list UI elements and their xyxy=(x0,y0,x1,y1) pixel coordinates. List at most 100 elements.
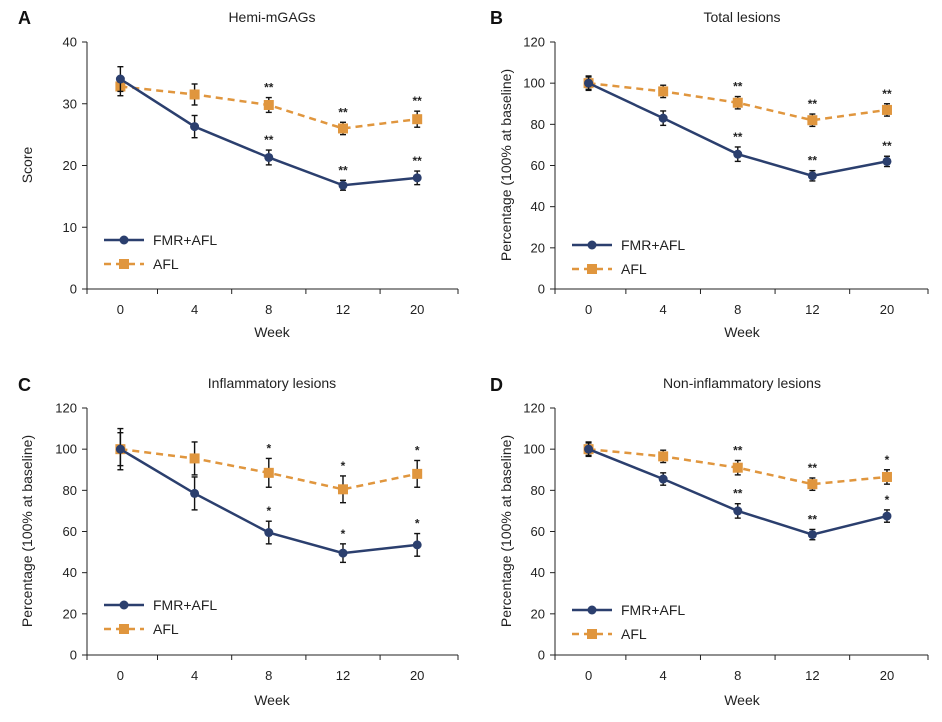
significance-label: ** xyxy=(882,87,892,101)
data-point-fmr xyxy=(190,488,200,498)
chart-title: Hemi-mGAGs xyxy=(228,9,315,25)
x-tick-label: 20 xyxy=(880,302,894,317)
legend-marker xyxy=(119,600,129,610)
significance-label: * xyxy=(415,443,420,457)
y-axis-label: Percentage (100% at baseline) xyxy=(498,435,514,627)
panel-b: B Total lesions 0 20 40 60 80 100 120 0 4 8 12 20 Week… xyxy=(490,8,929,340)
significance-label: * xyxy=(415,517,420,531)
y-tick-label: 120 xyxy=(523,401,545,416)
legend-item-fmr: FMR+AFL xyxy=(572,237,685,253)
data-point-fmr xyxy=(190,122,200,132)
legend-marker xyxy=(587,240,597,250)
data-point-afl xyxy=(658,451,669,462)
data-point-fmr xyxy=(807,171,817,181)
data-point-fmr xyxy=(338,548,348,558)
significance-label: * xyxy=(266,441,271,455)
data-point-fmr xyxy=(264,528,274,538)
x-axis-label: Week xyxy=(254,324,291,340)
panel-letter: C xyxy=(18,375,31,395)
legend-item-fmr: FMR+AFL xyxy=(572,602,685,618)
x-tick-label: 0 xyxy=(585,302,592,317)
panel-letter: D xyxy=(490,375,503,395)
significance-label: ** xyxy=(264,133,274,147)
data-point-fmr xyxy=(882,511,892,521)
y-axis-label: Percentage (100% at baseline) xyxy=(498,69,514,261)
y-tick-label: 40 xyxy=(531,199,545,214)
chart-title: Non-inflammatory lesions xyxy=(663,375,821,391)
legend-item-afl: AFL xyxy=(572,261,647,277)
panel-letter: B xyxy=(490,8,503,28)
x-tick-label: 20 xyxy=(880,668,894,683)
y-tick-label: 20 xyxy=(531,240,545,255)
x-tick-label: 12 xyxy=(805,668,819,683)
data-point-fmr xyxy=(412,540,422,550)
data-point-afl xyxy=(189,453,200,464)
x-tick-label: 12 xyxy=(336,302,350,317)
x-axis-label: Week xyxy=(254,692,291,708)
data-point-fmr xyxy=(115,444,125,454)
x-tick-label: 12 xyxy=(336,668,350,683)
data-point-fmr xyxy=(412,173,422,183)
data-point-fmr xyxy=(658,113,668,123)
legend-marker xyxy=(587,264,597,274)
series-fmr: ***** xyxy=(584,441,892,541)
legend-item-afl: AFL xyxy=(572,626,647,642)
legend-label: FMR+AFL xyxy=(153,597,217,613)
y-tick-label: 80 xyxy=(531,483,545,498)
y-tick-label: 60 xyxy=(531,158,545,173)
data-point-afl xyxy=(337,123,348,134)
x-tick-label: 4 xyxy=(660,668,667,683)
y-tick-label: 20 xyxy=(531,606,545,621)
legend-marker xyxy=(587,629,597,639)
legend-label: FMR+AFL xyxy=(153,232,217,248)
series-fmr: ** ** ** xyxy=(584,75,892,182)
series-afl: ** ** ** xyxy=(115,76,423,136)
data-point-afl xyxy=(412,468,423,479)
data-point-afl xyxy=(881,104,892,115)
legend-label: AFL xyxy=(153,256,179,272)
significance-label: ** xyxy=(882,139,892,153)
legend-label: FMR+AFL xyxy=(621,602,685,618)
legend-label: AFL xyxy=(621,626,647,642)
significance-label: ** xyxy=(733,487,743,501)
data-point-fmr xyxy=(338,180,348,190)
y-tick-label: 0 xyxy=(538,648,545,663)
data-point-afl xyxy=(189,89,200,100)
y-tick-label: 40 xyxy=(63,35,77,50)
significance-label: ** xyxy=(808,97,818,111)
y-tick-label: 20 xyxy=(63,158,77,173)
series-fmr: ** ** ** xyxy=(115,65,423,191)
series-afl: * * * xyxy=(115,432,423,504)
significance-label: ** xyxy=(413,154,423,168)
x-tick-label: 4 xyxy=(191,302,198,317)
data-point-fmr xyxy=(658,474,668,484)
panel-d: D Non-inflammatory lesions020406080100120… xyxy=(490,375,929,708)
significance-label: ** xyxy=(808,512,818,526)
y-tick-label: 100 xyxy=(55,442,77,457)
panel-letter: A xyxy=(18,8,31,28)
y-tick-label: 40 xyxy=(63,565,77,580)
x-tick-label: 0 xyxy=(585,668,592,683)
x-axis-label: Week xyxy=(724,324,761,340)
legend-item-fmr: FMR+AFL xyxy=(104,597,217,613)
legend-item-fmr: FMR+AFL xyxy=(104,232,217,248)
significance-label: * xyxy=(885,493,890,507)
y-tick-label: 0 xyxy=(538,282,545,297)
panel-c: C Inflammatory lesions 0 20 40 60 80 100 120 0 4 8 1… xyxy=(18,375,459,708)
y-tick-label: 80 xyxy=(63,483,77,498)
significance-label: ** xyxy=(808,154,818,168)
significance-label: ** xyxy=(733,130,743,144)
data-point-fmr xyxy=(264,152,274,162)
chart-title: Inflammatory lesions xyxy=(208,375,336,391)
x-tick-label: 20 xyxy=(410,668,424,683)
data-point-afl xyxy=(807,115,818,126)
data-point-afl xyxy=(658,86,669,97)
data-point-afl xyxy=(881,471,892,482)
series-fmr: * * * xyxy=(115,427,422,564)
x-tick-label: 8 xyxy=(265,668,272,683)
legend-item-afl: AFL xyxy=(104,256,179,272)
y-tick-label: 10 xyxy=(63,220,77,235)
data-point-afl xyxy=(732,97,743,108)
